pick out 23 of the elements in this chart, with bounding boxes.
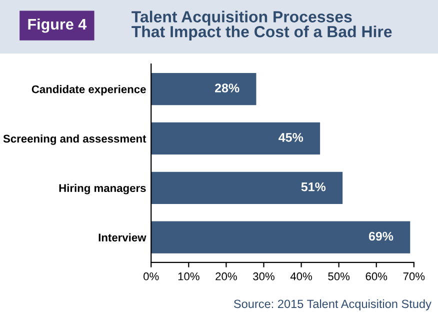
y-tick-label: Hiring managers: [59, 184, 146, 194]
source-note: Source: 2015 Talent Acquisition Study: [234, 299, 432, 310]
x-tick-label: 20%: [216, 272, 237, 280]
bar: [151, 73, 256, 106]
x-tick-label: 30%: [253, 272, 274, 280]
data-label: 51%: [301, 182, 326, 192]
y-tick-label: Candidate experience: [32, 85, 146, 96]
x-tick-label: 40%: [290, 272, 312, 280]
bar: [151, 122, 320, 155]
x-tick-label: 50%: [328, 272, 350, 280]
x-tick-label: 70%: [403, 272, 425, 280]
chart-title: Talent Acquisition Processes That Impact the Cost of a Bad Hire: [132, 10, 392, 40]
x-tick-label: 60%: [366, 272, 388, 280]
x-tick-label: 10%: [178, 272, 200, 280]
data-label: 28%: [214, 84, 240, 92]
x-tick-label: 0%: [144, 272, 159, 280]
y-tick-label: Screening and assessment: [3, 134, 146, 145]
y-tick-label: Interview: [98, 233, 146, 242]
bar: [151, 221, 410, 254]
caption: Figure 4: [28, 18, 87, 33]
data-label: 45%: [278, 133, 304, 142]
bar: [151, 172, 343, 204]
data-label: 69%: [368, 232, 394, 241]
